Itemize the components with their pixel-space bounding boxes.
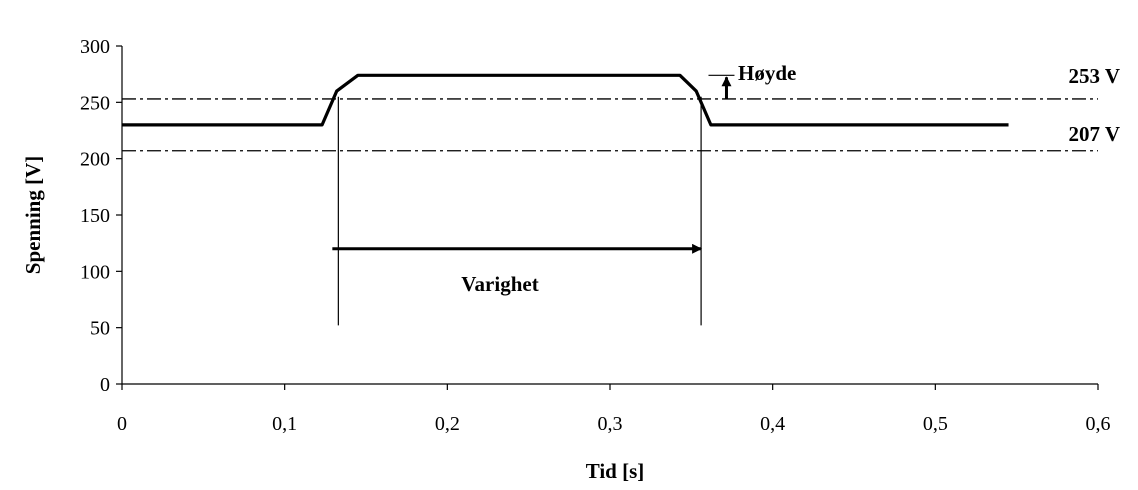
- y-axis-ticks: 0 50 100 150 200 250 300: [80, 36, 122, 396]
- x-tick-label: 0,4: [760, 413, 785, 435]
- y-axis-title: Spenning [V]: [21, 156, 45, 274]
- y-tick-label: 250: [80, 92, 110, 114]
- reference-line-label: 207 V: [1068, 122, 1120, 146]
- y-tick-label: 150: [80, 205, 110, 227]
- x-tick-label: 0: [117, 413, 127, 435]
- y-tick-label: 50: [90, 318, 110, 340]
- x-tick-label: 0,6: [1086, 413, 1111, 435]
- x-tick-label: 0,2: [435, 413, 460, 435]
- x-axis-ticks: 0 0,1 0,2 0,3 0,4 0,5 0,6: [117, 384, 1111, 435]
- duration-markers: [332, 74, 735, 326]
- duration-label: Varighet: [461, 272, 538, 296]
- x-axis-title: Tid [s]: [586, 459, 645, 483]
- y-tick-label: 100: [80, 261, 110, 283]
- reference-line-label: 253 V: [1068, 64, 1120, 88]
- y-tick-label: 300: [80, 36, 110, 58]
- x-tick-label: 0,3: [598, 413, 623, 435]
- reference-lines: 253 V 207 V: [122, 64, 1120, 152]
- series-layer: [122, 73, 1009, 127]
- x-tick-label: 0,1: [272, 413, 297, 435]
- y-tick-label: 0: [100, 374, 110, 396]
- y-tick-label: 200: [80, 149, 110, 171]
- voltage-series-line: [122, 73, 1009, 127]
- x-tick-label: 0,5: [923, 413, 948, 435]
- height-label: Høyde: [738, 61, 796, 85]
